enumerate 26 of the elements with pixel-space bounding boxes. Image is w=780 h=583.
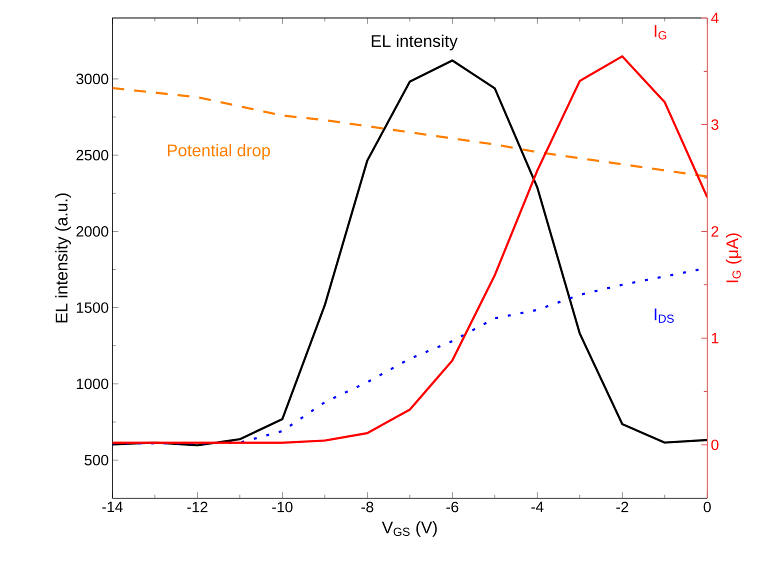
y-tick-label: 2500 <box>76 150 108 160</box>
y2-axis-title: I$_{G}$ (μA) <box>726 234 742 282</box>
series-label: EL intensity <box>372 34 458 50</box>
series-label: Potential drop <box>168 144 270 160</box>
x-axis-title: V$_{GS}$ (V) <box>382 521 437 537</box>
series-label: I$_{DS}$ <box>654 308 674 323</box>
x-tick-label: -12 <box>187 502 208 512</box>
y2-tick-label: 0 <box>711 440 718 450</box>
y-tick-label: 1500 <box>76 302 108 313</box>
x-tick-label: -10 <box>272 502 293 512</box>
y-tick-label: 3000 <box>76 74 108 84</box>
y-axis-title: EL intensity (a.u.) <box>55 194 71 322</box>
y2-tick-label: 1 <box>712 333 718 344</box>
x-tick-label: -14 <box>102 502 123 512</box>
x-tick-label: -4 <box>531 502 544 512</box>
x-tick-label: -2 <box>616 502 628 512</box>
y-tick-label: 1000 <box>76 378 108 390</box>
y-tick-label: 2000 <box>76 226 108 237</box>
x-tick-label: 0 <box>704 502 711 512</box>
y2-tick-label: 2 <box>712 226 718 237</box>
text: I$_{G}$ <box>654 25 666 40</box>
y-tick-label: 500 <box>84 454 108 466</box>
y2-tick-label: 4 <box>711 12 719 24</box>
x-tick-label: -6 <box>446 502 458 512</box>
x-tick-label: -8 <box>361 502 374 512</box>
y2-tick-label: 3 <box>711 119 718 130</box>
